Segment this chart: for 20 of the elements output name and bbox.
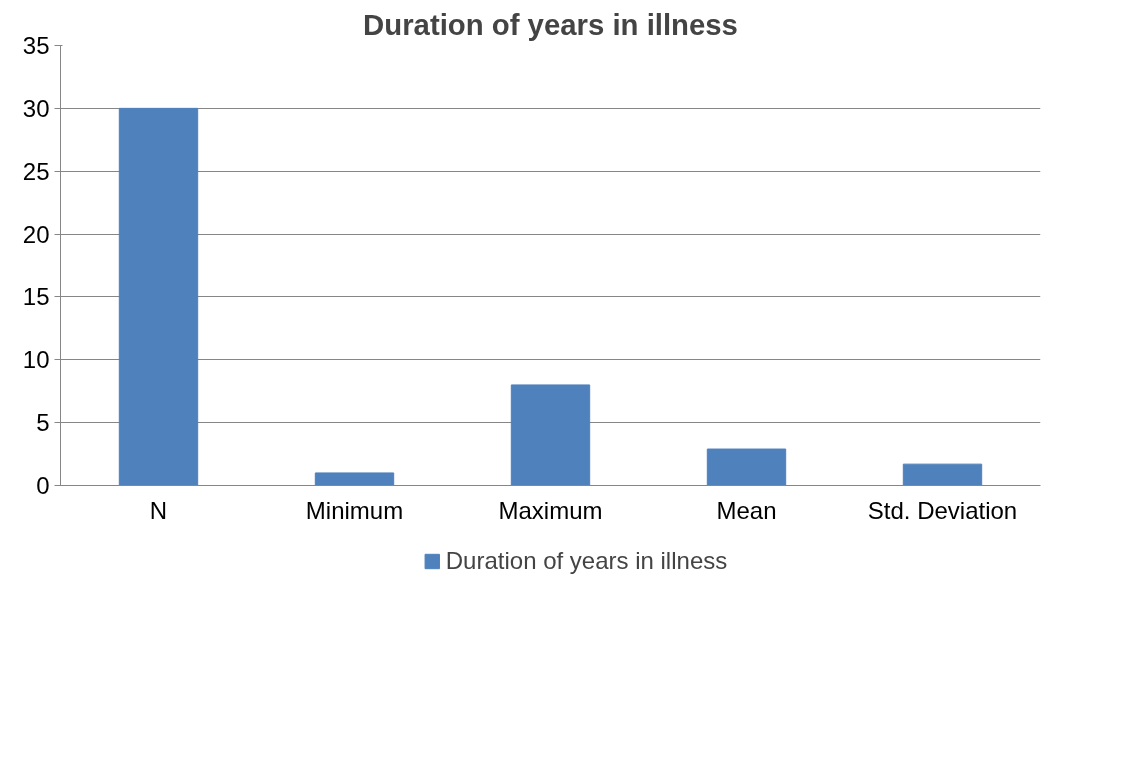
x-tick-label: N: [149, 496, 168, 524]
x-tick-label: Maximum: [498, 496, 603, 524]
legend-label: Duration of years in illness: [445, 547, 728, 575]
y-tick-label: 5: [36, 409, 50, 437]
y-tick-label: 10: [22, 346, 50, 374]
y-tick-label: 35: [22, 32, 50, 59]
y-tick-label: 15: [22, 283, 50, 311]
bar: [314, 472, 395, 486]
x-tick-label: Mean: [716, 496, 777, 524]
bar: [510, 384, 591, 486]
chart-title: Duration of years in illness: [363, 7, 738, 41]
y-tick-label: 0: [36, 472, 50, 499]
y-tick-label: 25: [22, 157, 50, 185]
bar: [902, 463, 983, 486]
y-tick-label: 20: [22, 220, 50, 248]
y-tick-label: 30: [22, 94, 50, 122]
bar: [118, 107, 199, 486]
bar: [706, 448, 787, 486]
x-tick-label: Minimum: [305, 496, 404, 524]
x-tick-label: Std. Deviation: [867, 496, 1018, 524]
